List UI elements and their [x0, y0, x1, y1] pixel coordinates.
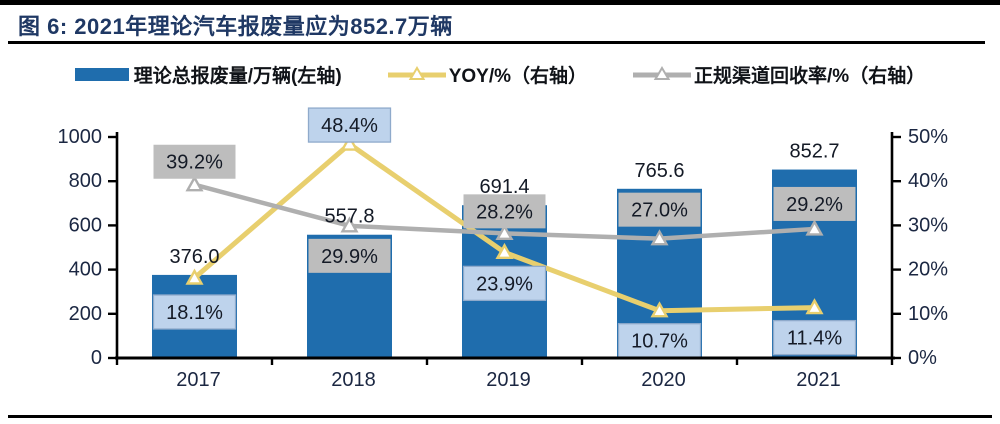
recovery-label-2019: 28.2%	[476, 201, 533, 223]
left-tick-label: 400	[69, 259, 102, 281]
bar-value-label-2021: 852.7	[789, 141, 839, 163]
recovery-line-swatch-icon	[633, 66, 692, 80]
recovery-label-2021: 29.2%	[786, 194, 843, 216]
right-tick-label: 0%	[908, 347, 937, 369]
yoy-marker-2021	[805, 298, 824, 315]
figure-title: 图 6: 2021年理论汽车报废量应为852.7万辆	[18, 14, 453, 39]
yoy-marker-2017	[185, 268, 204, 285]
legend-label-scrappage: 理论总报废量/万辆(左轴)	[133, 65, 342, 87]
right-tick-label: 40%	[908, 170, 948, 192]
recovery-label-box-2017	[153, 144, 236, 179]
yoy-marker-2019	[495, 242, 514, 260]
yoy-label-box-2019	[462, 265, 547, 302]
yoy-line-swatch-icon	[387, 66, 446, 80]
bar-value-label-2019: 691.4	[479, 176, 529, 198]
chart-legend: 理论总报废量/万辆(左轴) YOY/%（右轴） 正规渠道回收率/%（右轴）	[0, 58, 1000, 90]
recovery-label-box-2019	[463, 194, 546, 229]
yoy-label-box-2021	[772, 319, 857, 356]
yoy-label-box-2020	[617, 323, 702, 359]
recovery-marker-2019	[495, 223, 514, 241]
yoy-label-box-2017	[152, 294, 237, 330]
yoy-label-2017: 18.1%	[166, 302, 223, 324]
x-label-2018: 2018	[331, 369, 376, 391]
yoy-marker-2020	[650, 301, 669, 318]
bottom-rule	[8, 415, 992, 418]
top-rule	[0, 0, 1000, 5]
right-tick-label: 10%	[908, 303, 948, 325]
title-underline	[8, 41, 985, 44]
x-label-2019: 2019	[486, 369, 531, 391]
yoy-marker-2018	[340, 134, 359, 151]
recovery-marker-2020	[650, 229, 669, 246]
bar-value-label-2018: 557.8	[324, 206, 374, 228]
x-label-2017: 2017	[176, 369, 221, 391]
bar-swatch-icon	[74, 68, 129, 81]
legend-label-recovery: 正规渠道回收率/%（右轴）	[694, 65, 926, 87]
recovery-marker-2017	[185, 175, 204, 192]
bar-value-label-2017: 376.0	[169, 246, 219, 268]
right-tick-label: 30%	[908, 214, 948, 236]
yoy-label-2019: 23.9%	[476, 273, 533, 295]
x-label-2021: 2021	[796, 369, 841, 391]
recovery-label-2020: 27.0%	[631, 200, 688, 222]
right-tick-label: 50%	[908, 126, 948, 148]
x-label-2020: 2020	[641, 369, 686, 391]
right-tick-label: 20%	[908, 259, 948, 281]
yoy-label-2021: 11.4%	[787, 328, 842, 350]
legend-item-yoy: YOY/%（右轴）	[387, 61, 588, 88]
yoy-label-2018: 48.4%	[321, 115, 378, 137]
bar-value-label-2020: 765.6	[634, 160, 684, 182]
recovery-marker-2018	[340, 216, 359, 233]
yoy-label-box-2018	[307, 107, 392, 143]
left-tick-label: 600	[69, 214, 102, 236]
recovery-label-box-2020	[618, 192, 701, 227]
recovery-label-2018: 29.9%	[321, 246, 378, 268]
legend-item-scrappage: 理论总报废量/万辆(左轴)	[74, 61, 342, 88]
recovery-label-box-2018	[308, 238, 391, 273]
recovery-marker-2021	[805, 219, 824, 236]
left-tick-label: 1000	[58, 126, 103, 148]
yoy-label-2020: 10.7%	[631, 331, 688, 353]
left-tick-label: 200	[69, 303, 102, 325]
legend-label-yoy: YOY/%（右轴）	[448, 65, 588, 87]
left-tick-label: 800	[69, 170, 102, 192]
recovery-label-2017: 39.2%	[166, 152, 223, 174]
legend-item-recovery: 正规渠道回收率/%（右轴）	[633, 61, 925, 88]
left-tick-label: 0	[91, 347, 102, 369]
recovery-label-box-2021	[773, 186, 856, 221]
